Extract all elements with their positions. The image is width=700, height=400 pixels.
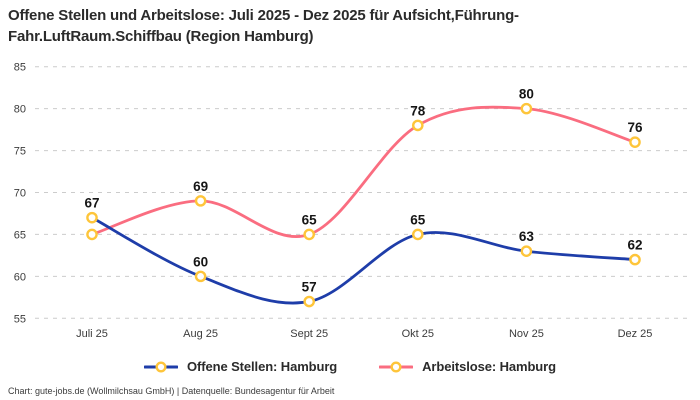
- data-point-label: 80: [519, 87, 534, 102]
- y-axis-tick-label: 55: [14, 313, 26, 325]
- data-point-marker[interactable]: [194, 270, 207, 283]
- data-point-marker[interactable]: [86, 228, 98, 241]
- data-point-label: 62: [627, 238, 642, 253]
- series-line-arbeitslose: [90, 105, 637, 238]
- chart-title-line1: Offene Stellen und Arbeitslose: Juli 202…: [8, 7, 519, 24]
- data-point-label: 63: [519, 229, 535, 244]
- legend-line-marker-icon: [379, 360, 414, 373]
- data-point-marker[interactable]: [629, 136, 641, 148]
- data-point-label: 76: [627, 120, 643, 135]
- y-axis-tick-label: 80: [14, 104, 26, 116]
- data-point-label: 78: [410, 103, 426, 118]
- chart-title: Offene Stellen und Arbeitslose: Juli 202…: [8, 5, 692, 47]
- x-axis-tick-label: Nov 25: [509, 328, 544, 340]
- data-point-label: 65: [302, 212, 318, 227]
- y-axis-tick-label: 60: [14, 271, 26, 283]
- chart-title-line2: Fahr.LuftRaum.Schiffbau (Region Hamburg): [8, 28, 314, 45]
- data-point-label: 60: [193, 254, 208, 269]
- data-point-marker[interactable]: [411, 119, 424, 132]
- data-point-marker[interactable]: [629, 253, 641, 266]
- y-axis-tick-label: 65: [14, 229, 26, 241]
- data-point-marker[interactable]: [303, 295, 316, 308]
- x-axis-tick-label: Aug 25: [183, 328, 218, 340]
- data-point-label: 67: [84, 196, 99, 211]
- attribution-text: Chart: gute-jobs.de (Wollmilchsau GmbH) …: [8, 386, 335, 396]
- data-point-label: 65: [410, 212, 426, 227]
- data-point-label: 69: [193, 179, 208, 194]
- data-point-marker[interactable]: [86, 211, 98, 224]
- data-point-marker[interactable]: [194, 195, 207, 207]
- data-point-marker[interactable]: [520, 245, 533, 258]
- legend-line-marker-icon: [144, 360, 179, 373]
- legend-label-offene-stellen: Offene Stellen: Hamburg: [187, 359, 338, 374]
- y-axis-tick-label: 85: [14, 62, 26, 74]
- x-axis-tick-label: Okt 25: [402, 328, 434, 340]
- legend-item-offene-stellen[interactable]: Offene Stellen: Hamburg: [144, 359, 337, 374]
- y-axis-tick-label: 75: [14, 146, 26, 158]
- data-point-marker[interactable]: [411, 228, 424, 241]
- series-line-offene-stellen: [90, 216, 637, 305]
- x-axis-tick-label: Juli 25: [76, 328, 108, 340]
- data-point-marker[interactable]: [520, 102, 533, 115]
- legend-item-arbeitslose[interactable]: Arbeitslose: Hamburg: [379, 359, 556, 374]
- legend-label-arbeitslose: Arbeitslose: Hamburg: [422, 359, 556, 374]
- data-point-label: 57: [302, 280, 317, 295]
- x-axis-tick-label: Sept 25: [290, 328, 328, 340]
- x-axis-tick-label: Dez 25: [618, 328, 653, 340]
- legend: Offene Stellen: Hamburg Arbeitslose: Ham…: [0, 359, 700, 374]
- data-point-marker[interactable]: [303, 228, 316, 241]
- y-axis-tick-label: 70: [14, 188, 26, 200]
